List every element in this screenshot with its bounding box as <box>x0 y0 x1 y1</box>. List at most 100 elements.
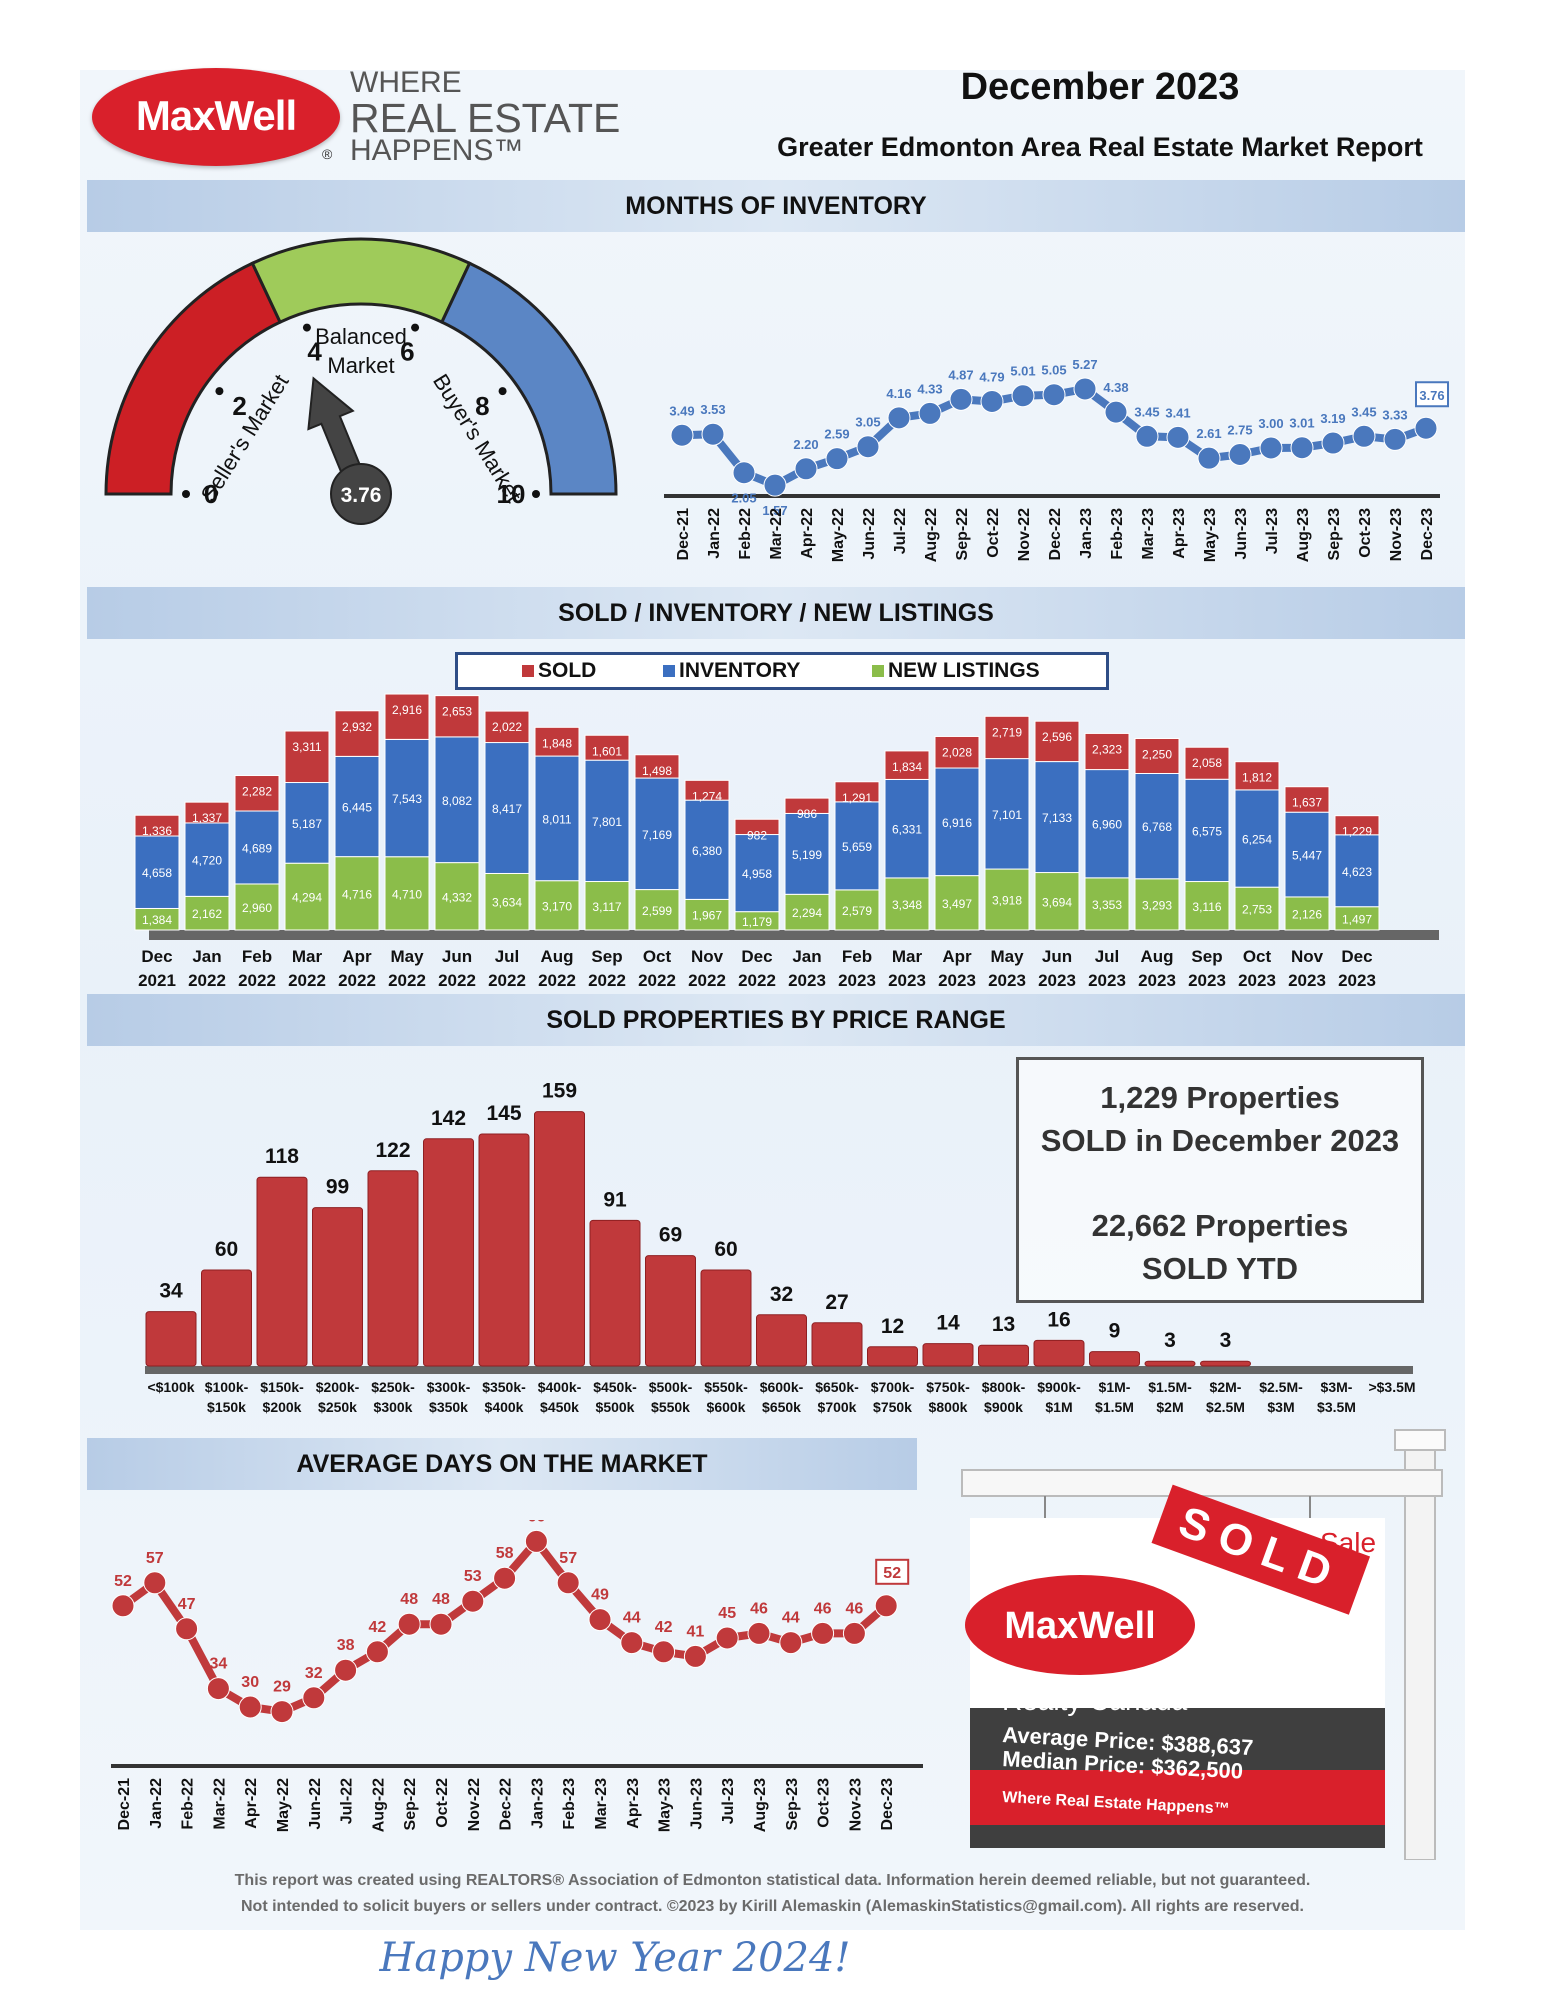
bar-value-label: 1,274 <box>692 789 722 803</box>
stacked-bar-segment <box>884 778 930 879</box>
data-label: 57 <box>146 1550 164 1567</box>
data-point <box>825 447 849 471</box>
x-tick-label: Feb-22 <box>180 1778 197 1830</box>
data-point <box>175 1617 199 1641</box>
price-range-label: $400k- <box>538 1379 582 1395</box>
x-tick-label: Apr-23 <box>1171 508 1188 559</box>
price-bar <box>978 1344 1029 1367</box>
data-point <box>842 1621 866 1645</box>
data-point <box>1383 427 1407 451</box>
category-month-label: Nov <box>691 947 724 966</box>
category-month-label: Feb <box>842 947 872 966</box>
category-year-label: 2023 <box>988 971 1026 990</box>
bar-value-label: 1,291 <box>842 791 872 805</box>
x-tick-label: Jun-23 <box>1233 508 1250 560</box>
stacked-bar-segment <box>234 775 280 812</box>
price-bar <box>312 1207 363 1367</box>
price-range-label: $600k <box>707 1399 746 1415</box>
stacked-bar-segment <box>534 880 580 931</box>
category-month-label: Jul <box>495 947 520 966</box>
bar-value-label: 2,282 <box>242 785 272 799</box>
gauge-tick-label: 2 <box>232 391 246 421</box>
bar-value-label: 6,331 <box>892 823 922 837</box>
category-month-label: Jan <box>192 947 221 966</box>
bar-value-label: 2,028 <box>942 745 972 759</box>
data-point <box>1197 446 1221 470</box>
price-bar-value: 16 <box>1047 1308 1070 1331</box>
data-label: 49 <box>591 1587 609 1604</box>
category-month-label: Aug <box>540 947 573 966</box>
stacked-bar-segment <box>884 877 930 931</box>
bar-value-label: 1,179 <box>742 915 772 929</box>
x-tick-label: Dec-22 <box>498 1778 515 1831</box>
bar-value-label: 7,543 <box>392 792 422 806</box>
bar-value-label: 6,916 <box>942 816 972 830</box>
bar-value-label: 5,187 <box>292 817 322 831</box>
data-point <box>670 423 694 447</box>
bar-value-label: 1,812 <box>1242 771 1272 785</box>
x-tick-label: Sep-22 <box>402 1778 419 1831</box>
stacked-bar-segment <box>384 738 430 858</box>
price-bar-value: 34 <box>159 1280 183 1303</box>
data-point <box>732 461 756 485</box>
price-bar <box>922 1343 974 1367</box>
price-range-chart: 34 <$100k 60 $100k- $150k 118 $150k- $200k 99 $20… <box>145 1080 1416 1415</box>
data-point <box>779 1631 803 1655</box>
category-year-label: 2022 <box>538 971 576 990</box>
sold-inventory-listings-chart: 1,384 4,658 1,336 Dec 2021 2,162 4,720 1,337 Jan… <box>134 693 1439 990</box>
data-point <box>556 1571 580 1595</box>
x-tick-label: Dec-23 <box>879 1778 896 1831</box>
x-tick-label: Nov-22 <box>466 1778 483 1831</box>
registered-mark: ® <box>322 146 333 162</box>
summary-ytd-count: 22,662 Properties <box>1091 1208 1349 1243</box>
stacked-bar-segment <box>384 856 430 931</box>
data-point <box>715 1626 739 1650</box>
stacked-bar-segment <box>984 868 1030 931</box>
data-label: 45 <box>718 1605 736 1622</box>
data-point <box>856 435 880 459</box>
gauge-tick-label: 4 <box>307 336 322 366</box>
x-axis-floor <box>145 1366 1413 1374</box>
x-tick-label: Jan-23 <box>1078 508 1095 559</box>
stacked-bar-segment <box>584 734 630 761</box>
price-bar-value: 60 <box>714 1238 737 1261</box>
stacked-bar-segment <box>934 735 980 769</box>
stacked-bar-segment <box>284 730 330 784</box>
stacked-bar-segment <box>1184 746 1230 780</box>
price-range-label: $550k- <box>704 1379 748 1395</box>
stacked-bar-segment <box>984 715 1030 760</box>
months-of-inventory-chart: 3.49 Dec-21 3.53 Jan-22 2.05 Feb-22 1.57Mar-22… <box>664 357 1449 562</box>
stacked-bar-segment <box>884 750 930 780</box>
x-tick-label: Aug-23 <box>1295 508 1312 562</box>
x-tick-label: Jan-22 <box>148 1778 165 1829</box>
legend-item-new-listings: NEW LISTINGS <box>872 659 1040 683</box>
bar-value-label: 8,082 <box>442 794 472 808</box>
bar-value-label: 3,170 <box>542 899 572 913</box>
stacked-bar-segment <box>1234 761 1280 791</box>
price-bar-value: 60 <box>215 1238 238 1261</box>
bar-value-label: 2,058 <box>1192 756 1222 770</box>
stacked-bar-segment <box>1034 720 1080 763</box>
bar-value-label: 1,384 <box>142 913 172 927</box>
bar-value-label: 2,162 <box>192 907 222 921</box>
tagline-happens: HAPPENS™ <box>350 134 524 167</box>
price-range-label: $700k- <box>871 1379 915 1395</box>
price-range-label: $650k <box>762 1399 801 1415</box>
bar-value-label: 2,323 <box>1092 742 1122 756</box>
category-year-label: 2023 <box>788 971 826 990</box>
x-tick-label: Apr-22 <box>799 508 816 559</box>
data-label: 5.01 <box>1010 364 1035 379</box>
data-point <box>588 1608 612 1632</box>
price-bar-value: 32 <box>770 1283 793 1306</box>
stacked-bar-segment <box>1034 872 1080 931</box>
stacked-bar-segment <box>1234 886 1280 931</box>
days-on-market-chart: 52 Dec-21 57 Jan-22 47 Feb-22 34 Mar-22 30 Apr-22… <box>111 1520 923 1832</box>
category-year-label: 2022 <box>338 971 376 990</box>
category-year-label: 2022 <box>238 971 276 990</box>
category-year-label: 2022 <box>488 971 526 990</box>
stacked-bar-segment <box>984 758 1030 870</box>
category-year-label: 2023 <box>1338 971 1376 990</box>
stacked-bar-segment <box>1084 732 1130 771</box>
inventory-gauge: Seller's Market Balanced Market Buyer's … <box>104 237 618 525</box>
data-point <box>652 1640 676 1664</box>
